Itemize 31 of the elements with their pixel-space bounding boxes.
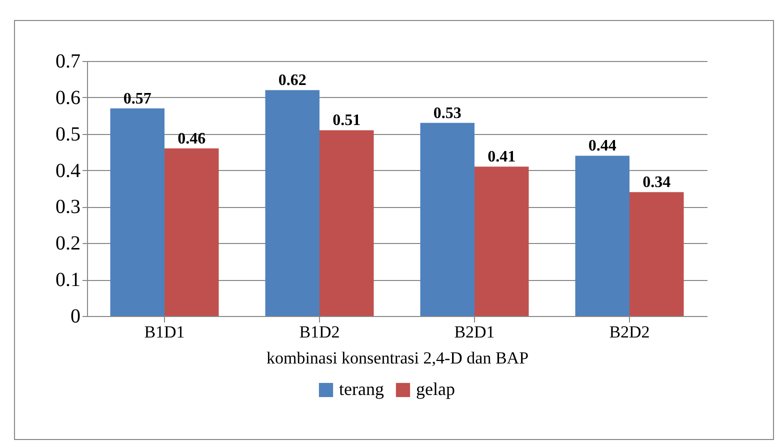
data-label: 0.62 [278,72,306,90]
x-axis-title: kombinasi konsentrasi 2,4-D dan BAP [266,348,529,368]
legend-label: terang [339,379,384,399]
y-tick-label: 0.7 [56,50,80,72]
data-label: 0.44 [588,138,616,155]
bar [164,148,219,316]
y-tick-label: 0.6 [56,86,80,109]
x-tick-label: B1D1 [144,322,185,342]
y-tick-label: 0.2 [56,232,80,255]
x-tick-label: B2D2 [609,322,650,342]
data-label: 0.51 [332,112,361,130]
x-tick-label: B2D1 [454,322,495,342]
y-tick-label: 0 [70,306,80,328]
y-tick-label: 0.1 [56,269,80,292]
bar [110,108,164,316]
y-tick-label: 0.3 [56,196,80,218]
bar [575,156,630,316]
y-tick-label: 0.5 [56,123,80,146]
data-label: 0.46 [178,130,206,148]
y-tick-label: 0.4 [56,160,80,182]
data-label: 0.34 [642,174,671,192]
bar [630,192,684,316]
bar [420,122,474,316]
bar [265,90,320,316]
bar [320,130,374,316]
data-label: 0.53 [433,104,462,122]
x-tick-label: B1D2 [299,322,340,342]
legend-label: gelap [416,379,455,399]
bar [474,166,529,316]
data-label: 0.41 [488,148,516,166]
data-label: 0.57 [123,90,152,108]
